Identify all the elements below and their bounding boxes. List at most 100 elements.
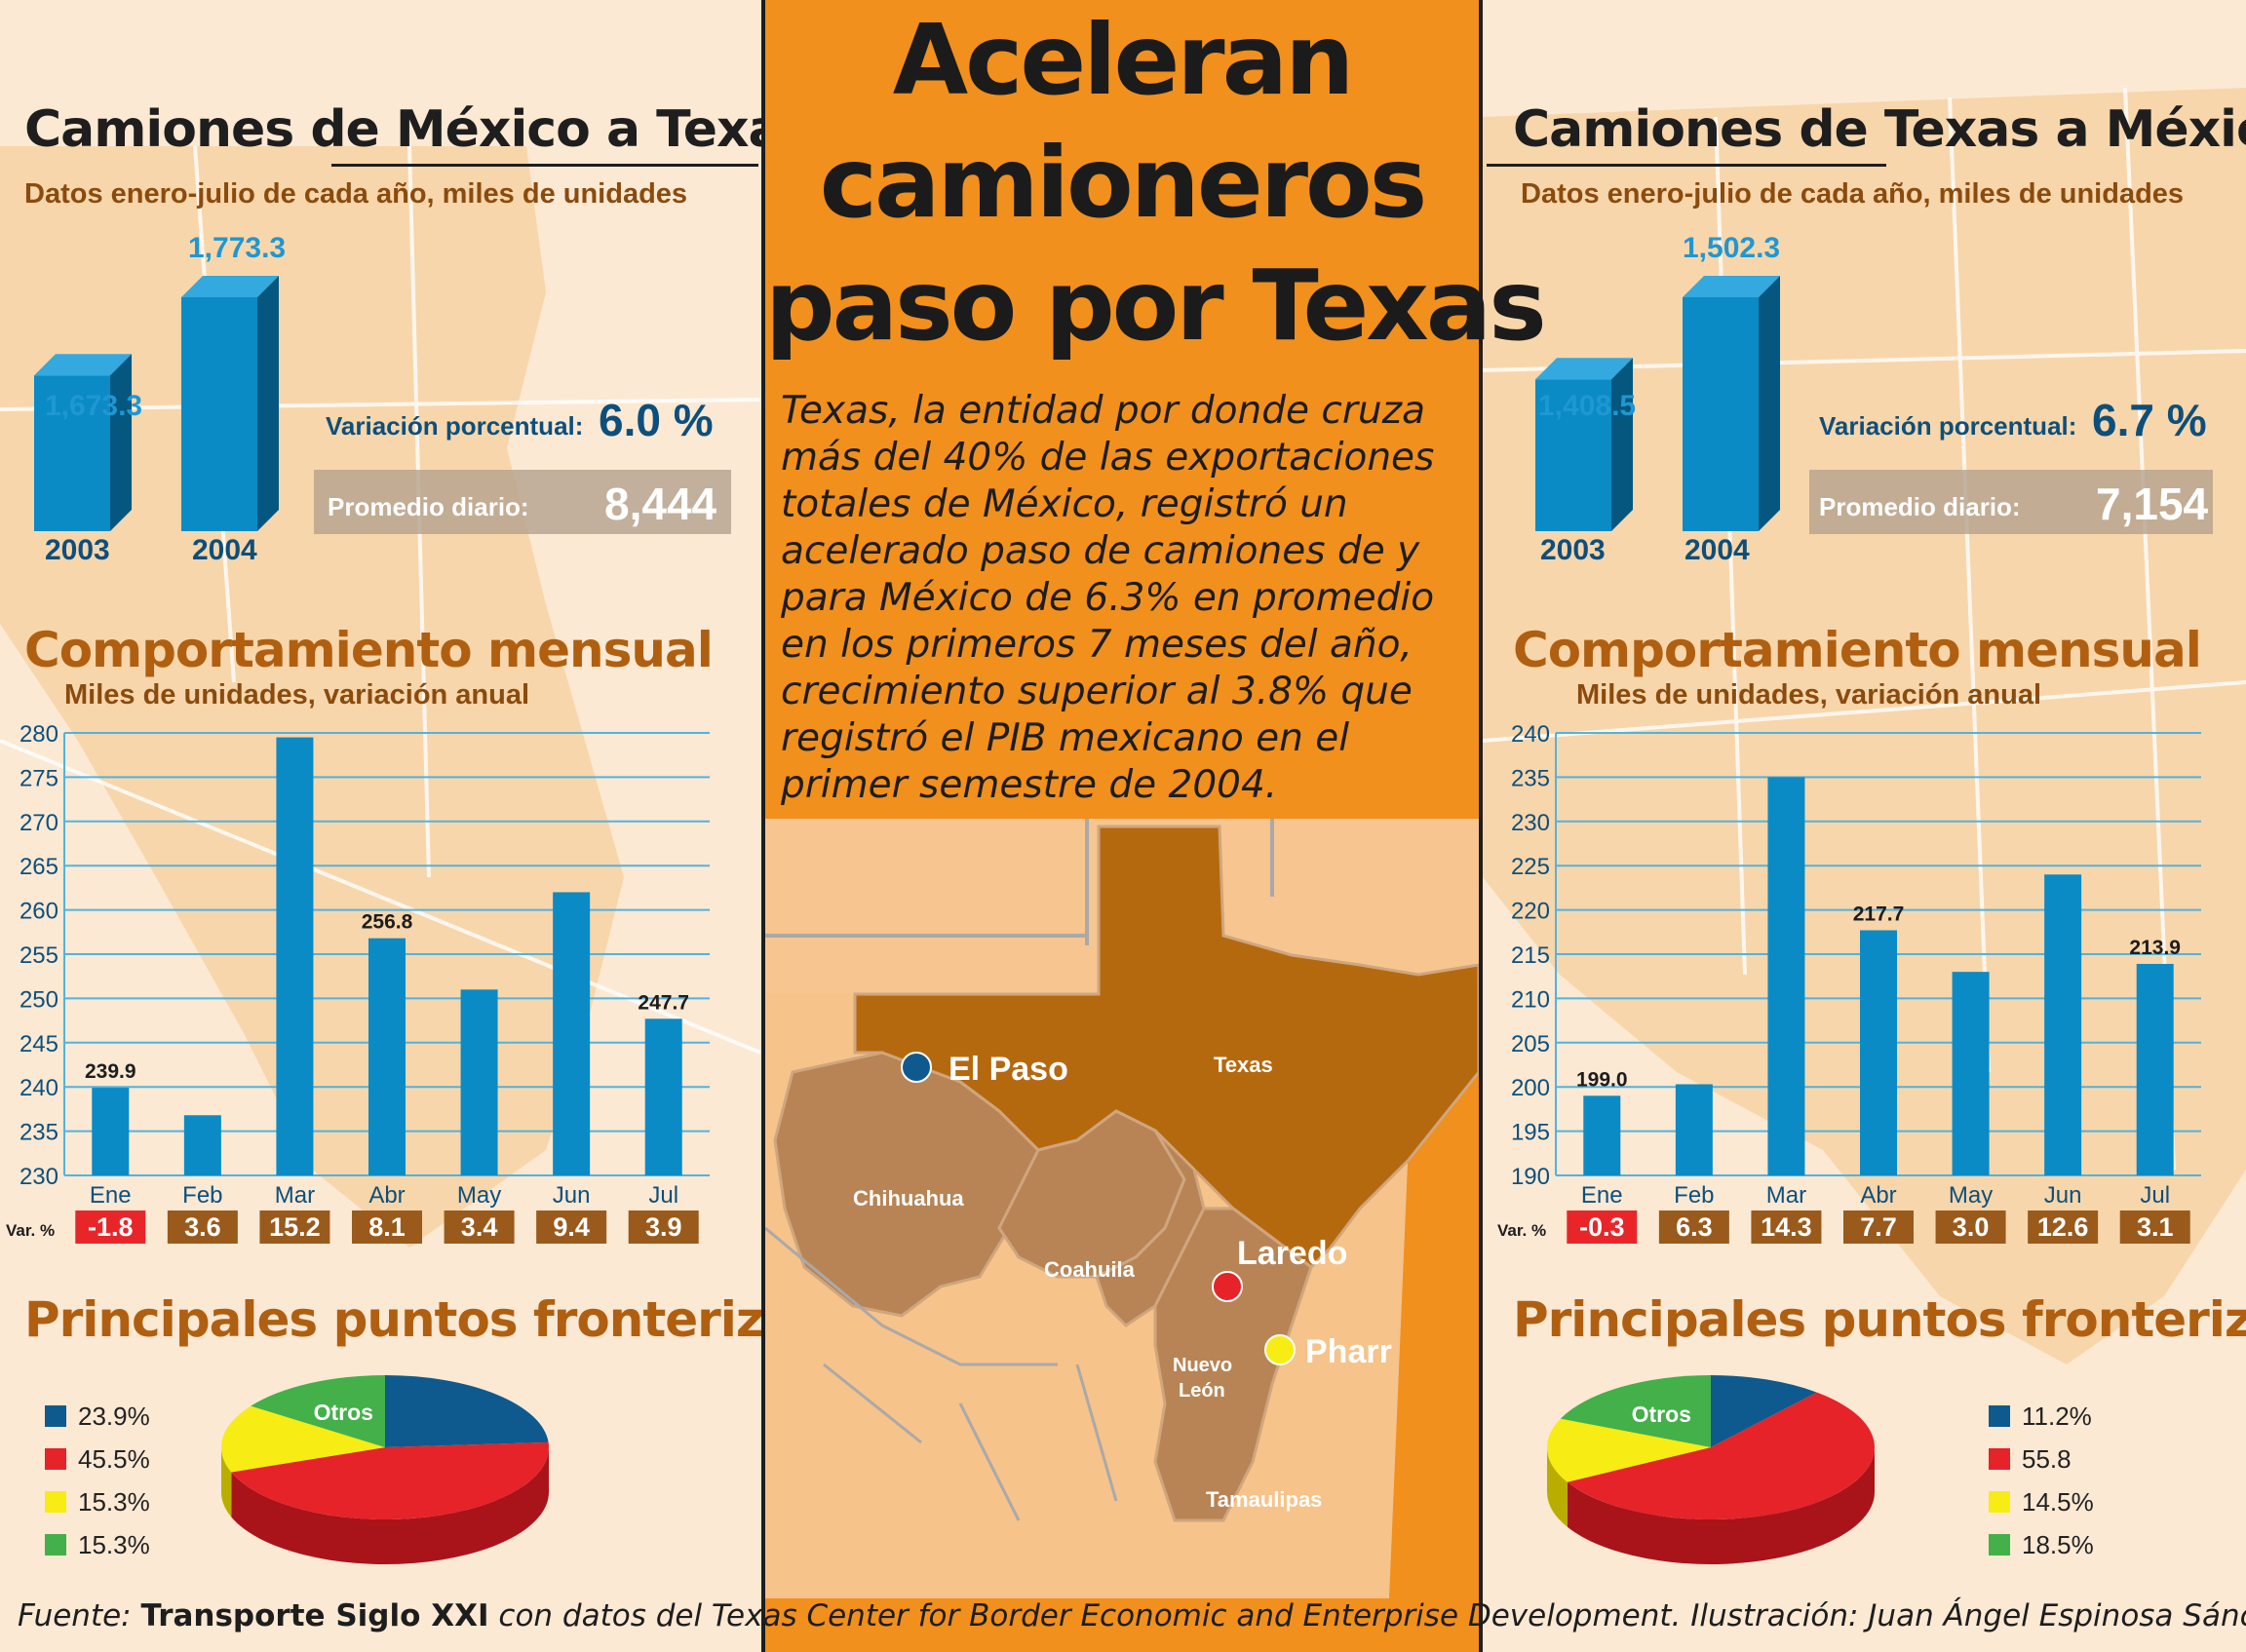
left-avg-label: Promedio diario:: [328, 492, 529, 521]
left-month-label: Abr: [368, 1182, 405, 1209]
left-monthly-subtitle: Miles de unidades, variación anual: [64, 679, 530, 711]
right-data-label: 199.0: [1576, 1068, 1628, 1091]
left-legend-label: 15.3%: [78, 1487, 150, 1517]
right-month-label: Jun: [2044, 1182, 2082, 1209]
right-variation-box: [1843, 1210, 1914, 1244]
right-month-label: Jul: [2140, 1182, 2170, 1209]
headline-line-3: paso por Texas: [765, 249, 1547, 363]
right-ytick-label: 210: [1511, 986, 1550, 1013]
right-avg-label: Promedio diario:: [1819, 492, 2021, 521]
source-publication: Transporte Siglo XXI: [140, 1598, 489, 1633]
right-avg-box: [1809, 470, 2213, 534]
right-border-title: Principales puntos fronterizos: [1513, 1291, 2246, 1348]
right-month-label: May: [1949, 1182, 1993, 1209]
left-legend-label: 23.9%: [78, 1402, 150, 1431]
left-subtitle: Datos enero-julio de cada año, miles de …: [24, 178, 688, 210]
left-ytick-label: 260: [19, 899, 58, 925]
left-variation-value: 8.1: [368, 1212, 406, 1242]
left-annual-value-2003: 1,673.3: [45, 390, 143, 422]
left-monthly-bar: [644, 1018, 682, 1175]
left-data-label: 239.9: [85, 1060, 136, 1083]
right-variation-value: 3.1: [2137, 1212, 2174, 1242]
left-variation-box: [259, 1210, 330, 1244]
body-line: totales de México, registró un: [781, 482, 1348, 526]
headline-line-2: camioneros: [819, 126, 1428, 240]
right-ytick-label: 240: [1511, 721, 1550, 748]
map-gulf: [1389, 1072, 1479, 1598]
right-variation-value: 12.6: [2037, 1212, 2089, 1242]
right-legend-swatch: [1989, 1491, 2010, 1513]
body-line: en los primeros 7 meses del año,: [781, 623, 1413, 667]
right-variation-box: [1935, 1210, 2006, 1244]
right-variation-value: 6.3: [1676, 1212, 1713, 1242]
left-variation-value: 15.2: [269, 1212, 321, 1242]
left-variation-box: [536, 1210, 607, 1244]
right-variation-value: 14.3: [1761, 1212, 1812, 1242]
left-variation-box: [75, 1210, 146, 1244]
left-legend-label: 15.3%: [78, 1530, 150, 1559]
left-variation-value: 3.4: [461, 1212, 498, 1242]
left-monthly-bar: [460, 989, 498, 1175]
left-variation-box: [628, 1210, 699, 1244]
left-var-label: Var. %: [6, 1221, 55, 1240]
right-monthly-title: Comportamiento mensual: [1513, 622, 2202, 678]
source-line: Fuente: Transporte Siglo XXI con datos d…: [18, 1598, 2246, 1633]
left-pie-slice: [385, 1375, 549, 1447]
left-month-label: Jun: [553, 1182, 591, 1209]
map-label-tamaulipas: Tamaulipas: [1206, 1487, 1322, 1512]
right-data-label: 213.9: [2129, 937, 2181, 959]
left-monthly-bar: [276, 737, 314, 1175]
right-legend-label: 11.2%: [2022, 1402, 2092, 1431]
right-annual-value-2003: 1,408.5: [1538, 390, 1637, 422]
left-month-label: Jul: [648, 1182, 678, 1209]
left-variation-value: 9.4: [553, 1212, 590, 1242]
left-ytick-label: 235: [19, 1120, 58, 1146]
left-monthly-title: Comportamiento mensual: [24, 622, 714, 678]
left-ytick-label: 275: [19, 765, 58, 791]
body-line: primer semestre de 2004.: [781, 763, 1278, 807]
left-variation-value: 3.9: [645, 1212, 682, 1242]
right-legend-label: 18.5%: [2022, 1530, 2094, 1559]
left-ytick-label: 230: [19, 1164, 58, 1190]
right-month-label: Ene: [1581, 1182, 1623, 1209]
source-prefix: Fuente:: [18, 1598, 141, 1633]
right-pie-side: [1567, 1447, 1875, 1564]
right-annual-bar: [1683, 276, 1780, 531]
right-variation-box: [2028, 1210, 2099, 1244]
right-subtitle: Datos enero-julio de cada año, miles de …: [1521, 178, 2185, 210]
right-monthly-bar: [1675, 1084, 1713, 1175]
right-title-rule: [1487, 164, 1886, 167]
right-monthly-subtitle: Miles de unidades, variación anual: [1576, 679, 2042, 711]
right-ytick-label: 195: [1511, 1120, 1550, 1146]
left-legend-swatch: [45, 1448, 66, 1470]
left-pie-slice: [231, 1441, 549, 1519]
left-monthly-bar: [92, 1088, 130, 1175]
right-variation-value: 7.7: [1860, 1212, 1897, 1242]
left-annual-value-2004: 1,773.3: [188, 232, 287, 264]
left-legend-swatch: [45, 1491, 66, 1513]
right-ytick-label: 225: [1511, 854, 1550, 880]
left-pie-slice: [220, 1405, 385, 1473]
map-label-coahuila: Coahuila: [1044, 1257, 1136, 1282]
headline-line-1: Aceleran: [892, 3, 1355, 117]
map-label-nuevo: Nuevo: [1173, 1355, 1232, 1376]
bg-land-left: [0, 146, 624, 1248]
left-ytick-label: 245: [19, 1031, 58, 1057]
left-variation-value: -1.8: [88, 1212, 134, 1242]
right-data-label: 217.7: [1853, 903, 1905, 925]
left-month-label: Feb: [182, 1182, 222, 1209]
right-annual-value-2004: 1,502.3: [1683, 232, 1781, 264]
right-ytick-label: 200: [1511, 1075, 1550, 1101]
left-variation-box: [352, 1210, 422, 1244]
left-legend-label: 45.5%: [78, 1444, 150, 1474]
right-variation-value: -0.3: [1579, 1212, 1625, 1242]
body-line: Texas, la entidad por donde cruza: [781, 389, 1425, 433]
right-monthly-bar: [2044, 874, 2082, 1175]
left-ytick-label: 270: [19, 810, 58, 836]
right-monthly-bar: [1583, 1095, 1621, 1175]
left-month-label: May: [457, 1182, 501, 1209]
map-label-el-paso: El Paso: [949, 1051, 1068, 1088]
left-monthly-bar: [553, 892, 591, 1175]
left-title-rule: [331, 164, 758, 167]
